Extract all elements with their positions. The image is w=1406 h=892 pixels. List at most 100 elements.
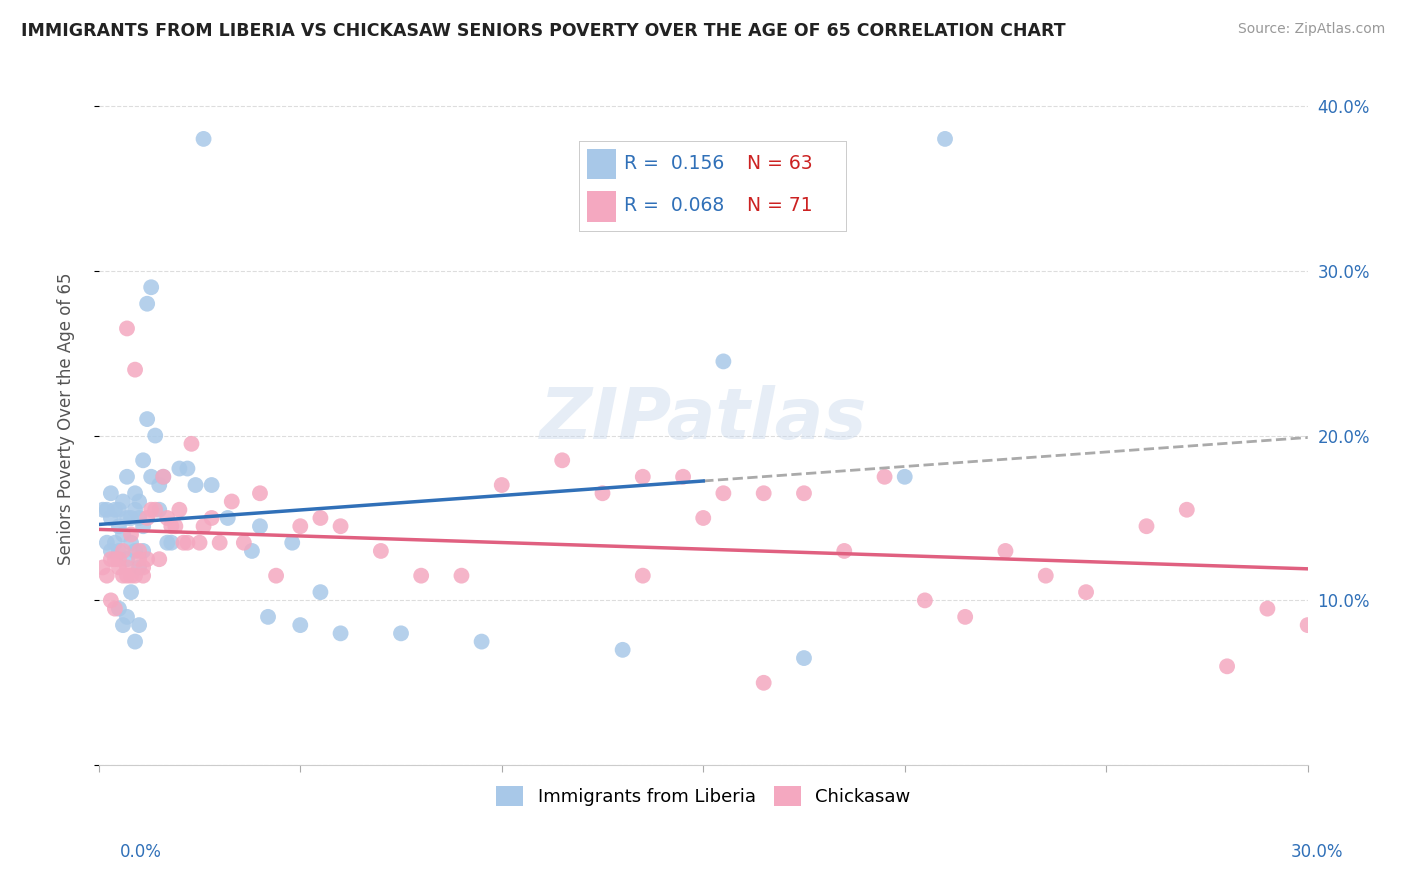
Point: [104, 601, 127, 615]
Point: [160, 519, 183, 533]
Point: [169, 461, 191, 475]
Point: [184, 478, 207, 492]
Point: [201, 478, 224, 492]
Text: R =  0.068: R = 0.068: [624, 196, 724, 215]
Point: [124, 486, 146, 500]
Point: [914, 593, 936, 607]
Point: [152, 470, 174, 484]
Point: [208, 535, 231, 549]
Point: [934, 132, 956, 146]
Point: [143, 502, 166, 516]
Point: [128, 618, 150, 632]
Y-axis label: Seniors Poverty Over the Age of 65: Seniors Poverty Over the Age of 65: [58, 273, 75, 566]
Point: [165, 519, 187, 533]
Point: [124, 362, 146, 376]
Text: N = 71: N = 71: [747, 196, 813, 215]
Point: [309, 511, 332, 525]
Point: [108, 552, 131, 566]
Point: [290, 519, 312, 533]
Point: [713, 486, 735, 500]
Point: [143, 428, 166, 442]
Point: [329, 519, 352, 533]
Point: [111, 494, 134, 508]
Point: [136, 552, 159, 566]
Point: [91, 502, 114, 516]
Point: [108, 519, 131, 533]
Point: [180, 437, 202, 451]
Point: [193, 519, 215, 533]
Point: [108, 601, 131, 615]
Point: [551, 453, 574, 467]
Point: [249, 519, 271, 533]
Point: [148, 502, 170, 516]
Point: [169, 502, 191, 516]
Point: [148, 552, 170, 566]
Legend: Immigrants from Liberia, Chickasaw: Immigrants from Liberia, Chickasaw: [486, 777, 920, 815]
Point: [411, 568, 433, 582]
Point: [389, 626, 412, 640]
Point: [128, 544, 150, 558]
Point: [176, 461, 198, 475]
Point: [115, 321, 138, 335]
Text: ZIPatlas: ZIPatlas: [540, 384, 868, 454]
Point: [100, 593, 122, 607]
Point: [128, 494, 150, 508]
Text: R =  0.156: R = 0.156: [624, 154, 724, 173]
Point: [115, 511, 138, 525]
Point: [1296, 618, 1319, 632]
Point: [124, 544, 146, 558]
Point: [136, 412, 159, 426]
Point: [752, 675, 775, 690]
Point: [124, 634, 146, 648]
Point: [240, 544, 263, 558]
Point: [221, 494, 243, 508]
Point: [370, 544, 392, 558]
Point: [108, 544, 131, 558]
Bar: [586, 149, 616, 179]
Point: [136, 511, 159, 525]
Point: [132, 544, 155, 558]
Point: [100, 511, 122, 525]
Text: 30.0%: 30.0%: [1291, 843, 1343, 861]
Text: IMMIGRANTS FROM LIBERIA VS CHICKASAW SENIORS POVERTY OVER THE AGE OF 65 CORRELAT: IMMIGRANTS FROM LIBERIA VS CHICKASAW SEN…: [21, 22, 1066, 40]
Bar: [586, 192, 616, 222]
Point: [111, 618, 134, 632]
Point: [128, 511, 150, 525]
Point: [793, 651, 815, 665]
Point: [201, 511, 224, 525]
Point: [96, 568, 118, 582]
Point: [217, 511, 239, 525]
Point: [120, 511, 142, 525]
Point: [592, 486, 614, 500]
Point: [148, 478, 170, 492]
Point: [893, 470, 915, 484]
Point: [132, 519, 155, 533]
Point: [120, 527, 142, 541]
Point: [612, 643, 634, 657]
Point: [120, 535, 142, 549]
Point: [136, 296, 159, 310]
Point: [132, 453, 155, 467]
Point: [193, 132, 215, 146]
Point: [1135, 519, 1157, 533]
Point: [232, 535, 254, 549]
Point: [132, 568, 155, 582]
Point: [692, 511, 714, 525]
Point: [1216, 659, 1239, 673]
Point: [994, 544, 1017, 558]
Point: [108, 502, 131, 516]
Point: [172, 535, 194, 549]
Point: [309, 585, 332, 599]
Point: [1175, 502, 1198, 516]
Point: [141, 280, 163, 294]
Point: [141, 502, 163, 516]
Point: [100, 552, 122, 566]
Point: [104, 502, 127, 516]
Point: [156, 535, 179, 549]
Point: [141, 470, 163, 484]
Point: [160, 535, 183, 549]
Point: [631, 470, 654, 484]
Text: N = 63: N = 63: [747, 154, 813, 173]
Point: [91, 560, 114, 574]
Point: [793, 486, 815, 500]
